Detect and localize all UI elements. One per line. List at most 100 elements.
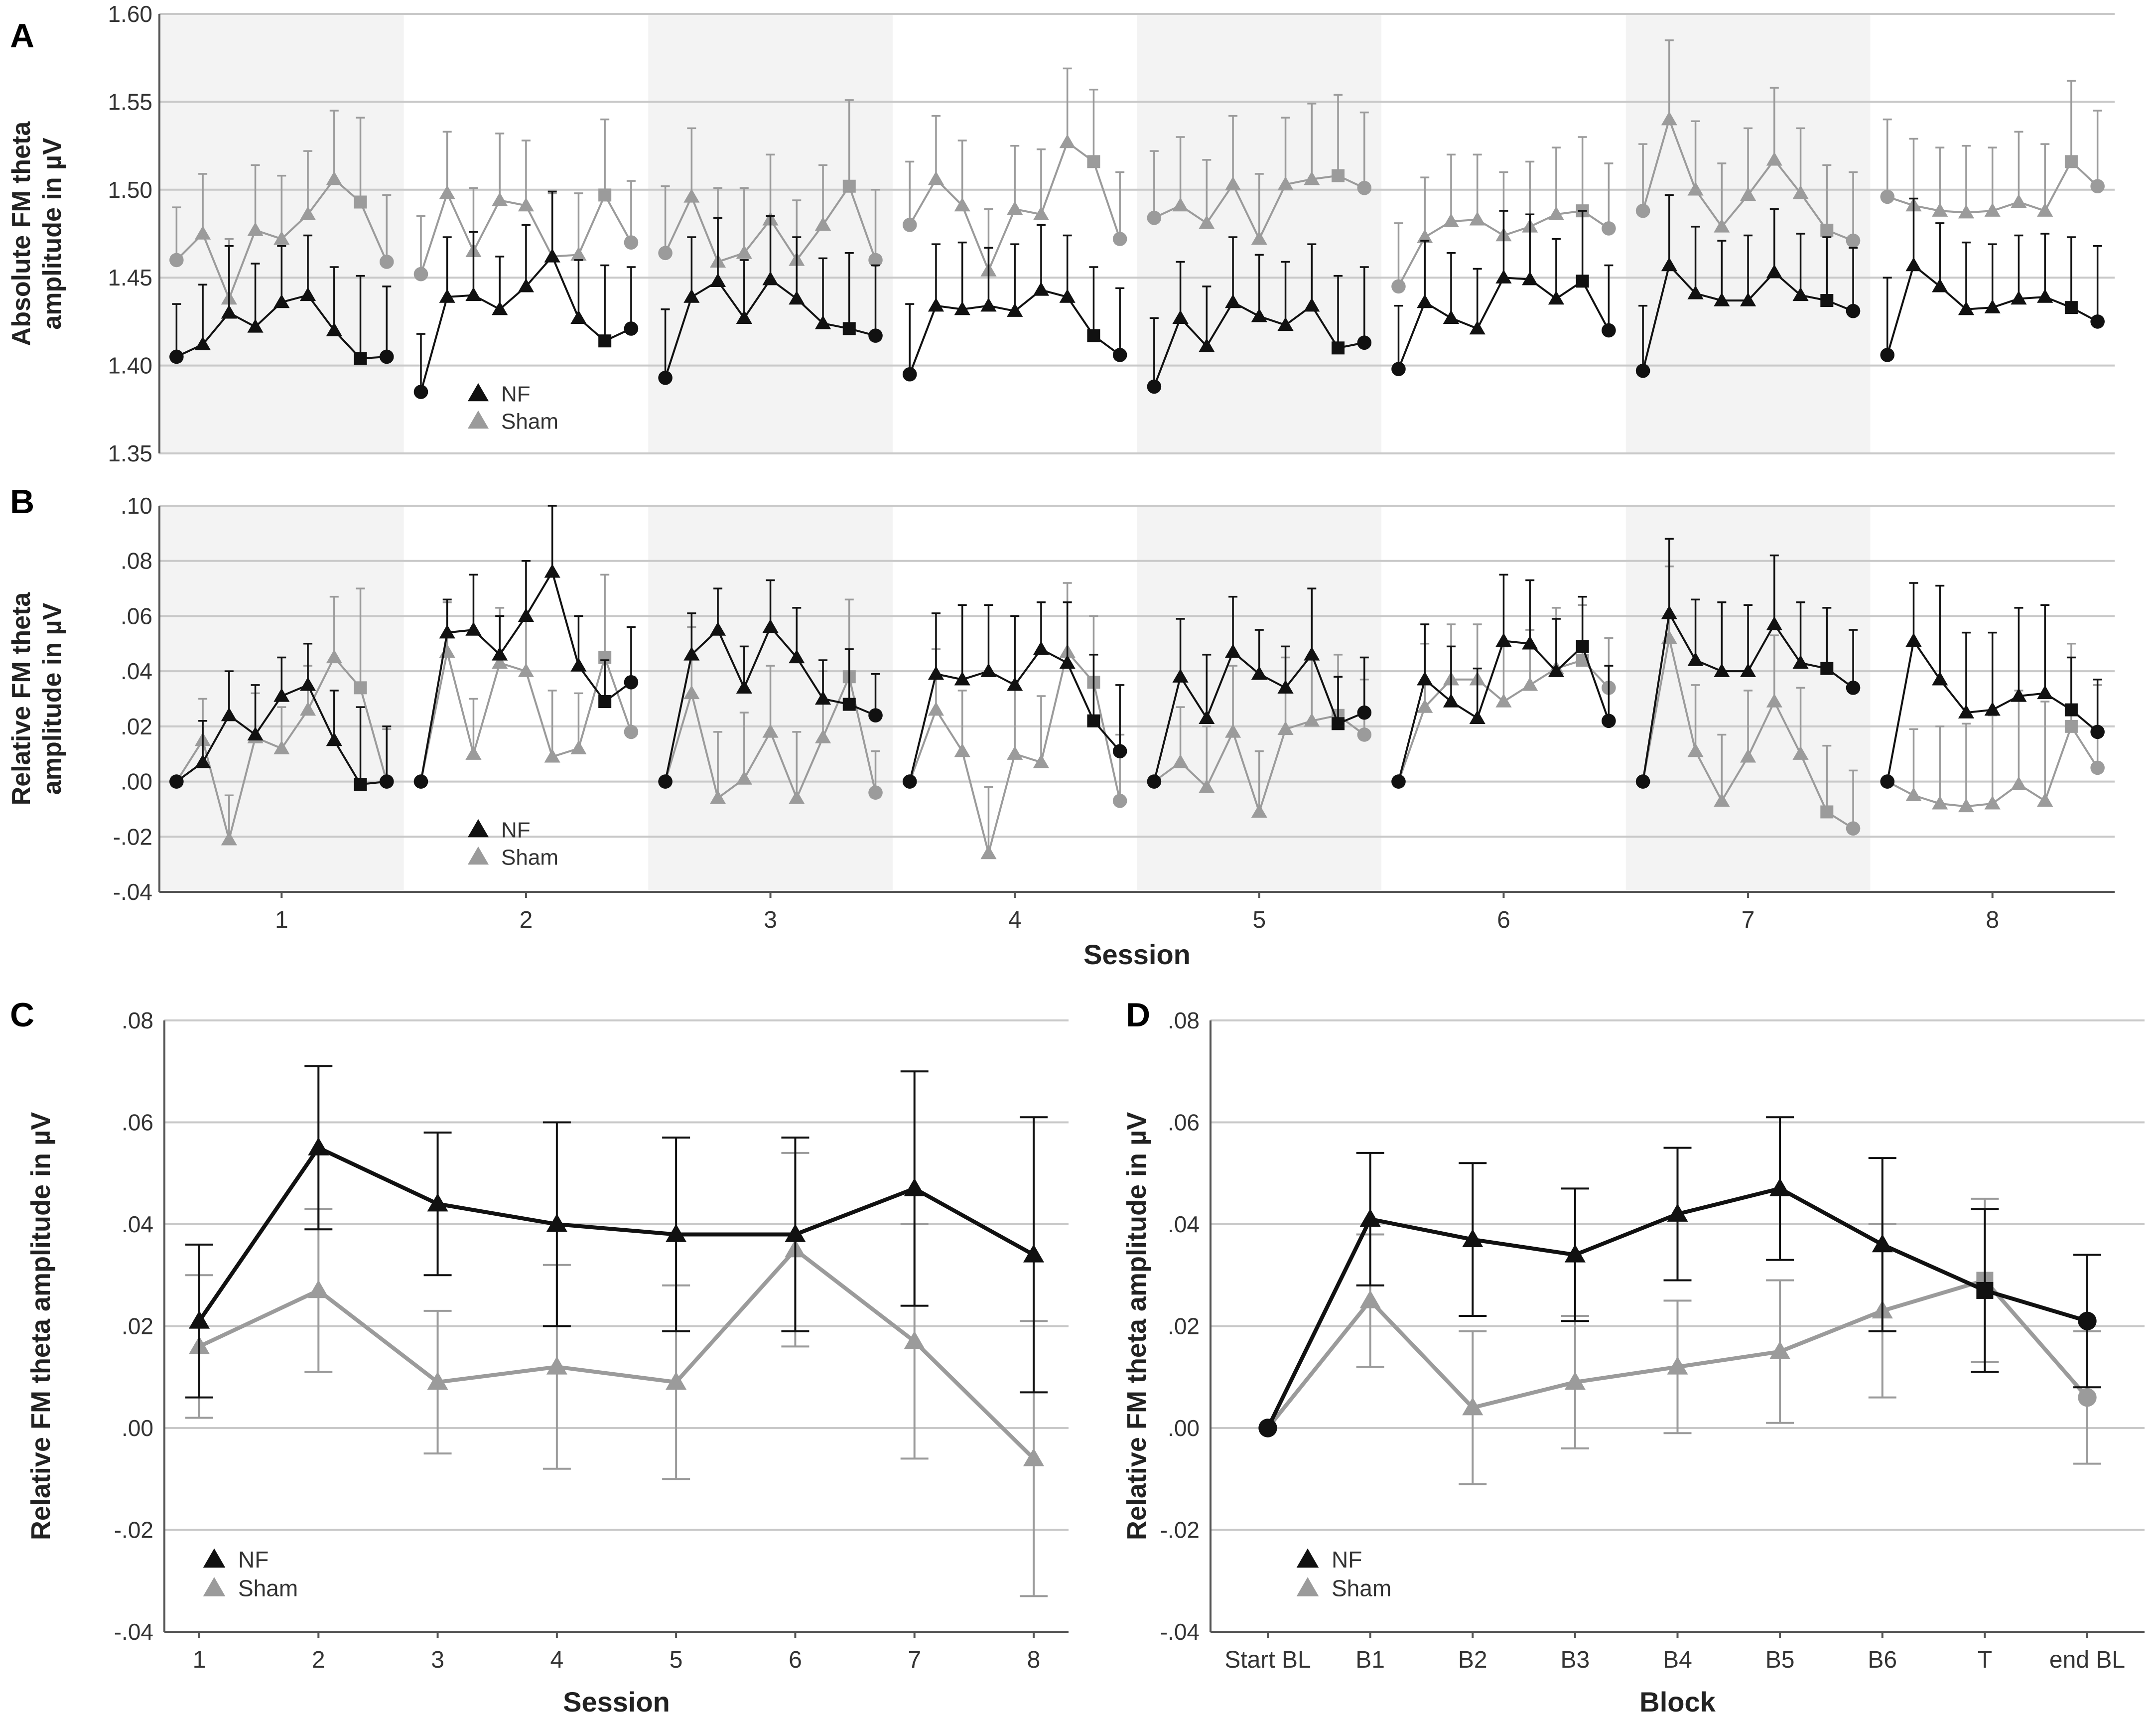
sham-data-point — [1932, 795, 1948, 810]
nf-error-bar — [1115, 287, 1125, 355]
sham-data-point — [1304, 713, 1320, 727]
legend-nf-marker — [1296, 1548, 1319, 1568]
nf-data-point — [221, 304, 237, 319]
sham-error-bar — [1010, 144, 1020, 209]
sham-data-point — [842, 179, 856, 193]
y-tick-label: -.04 — [114, 1619, 153, 1645]
nf-data-point — [904, 1178, 925, 1196]
nf-data-point — [1059, 288, 1076, 303]
nf-data-point — [273, 688, 290, 702]
sham-data-point — [666, 1371, 687, 1390]
nf-data-point — [980, 663, 997, 677]
sham-data-point — [868, 785, 883, 800]
sham-data-point — [1932, 203, 1948, 217]
sham-data-point — [1462, 1397, 1483, 1416]
legend-nf-label: NF — [501, 382, 531, 406]
panel-letter-c: C — [10, 996, 34, 1034]
nf-data-point — [1462, 1229, 1483, 1247]
nf-data-point — [299, 287, 316, 301]
sham-data-point — [1958, 204, 1975, 219]
nf-error-bar — [1499, 210, 1508, 278]
sham-data-point — [1766, 693, 1782, 708]
nf-error-bar — [1089, 266, 1098, 336]
nf-data-point — [1172, 310, 1189, 324]
sham-data-point — [1635, 203, 1650, 218]
y-tick-label: 1.50 — [108, 177, 152, 203]
sham-data-point — [1740, 748, 1756, 763]
sham-data-point — [1443, 213, 1460, 228]
nf-error-bar — [1010, 243, 1020, 311]
sham-data-point — [1172, 197, 1189, 212]
sham-error-bar — [984, 786, 993, 854]
panel-b: -.04 -.02 .00 .02 .04 .06 .08 .10 1 2 3 4 5 6 7 8 Sessio… — [7, 493, 2115, 970]
sham-data-point — [1417, 229, 1433, 243]
legend-nf-label: NF — [238, 1547, 269, 1573]
sham-data-point — [762, 723, 779, 738]
y-tick-label: .08 — [121, 548, 152, 574]
nf-error-bar — [1307, 587, 1317, 655]
nf-data-point — [2011, 290, 2027, 305]
nf-data-point — [1687, 652, 1704, 666]
nf-error-bar — [356, 275, 365, 359]
sham-data-point — [1984, 795, 2001, 810]
nf-data-point — [1602, 714, 1616, 728]
nf-error-bar — [1769, 554, 1779, 625]
nf-data-point — [518, 608, 535, 622]
nf-data-point — [465, 621, 482, 636]
nf-error-bar — [547, 505, 557, 572]
nf-error-bar — [1063, 234, 1072, 297]
sham-error-bar — [739, 187, 749, 253]
sham-data-point — [379, 255, 394, 269]
sham-error-bar — [1254, 750, 1264, 812]
session-shading — [1137, 506, 1382, 892]
nf-error-bar — [1334, 676, 1343, 724]
nf-data-point — [1172, 669, 1189, 683]
nf-data-point — [1820, 662, 1834, 675]
sham-data-point — [683, 188, 700, 203]
sham-error-bar — [1394, 222, 1403, 286]
nf-data-point — [736, 680, 752, 694]
nf-data-point — [709, 621, 726, 636]
nf-data-point — [1495, 633, 1512, 647]
nf-data-point — [379, 774, 394, 789]
sham-error-bar — [1691, 120, 1700, 190]
nf-data-point — [954, 301, 970, 315]
sham-data-point — [1792, 746, 1809, 760]
nf-data-point — [902, 367, 917, 382]
nf-error-bar — [931, 612, 941, 674]
sham-error-bar — [1202, 159, 1212, 223]
nf-error-bar — [521, 224, 531, 286]
nf-error-bar — [1228, 236, 1238, 302]
nf-error-bar — [2040, 233, 2050, 297]
nf-data-point — [354, 778, 367, 791]
nf-error-bar — [1281, 261, 1290, 325]
nf-data-point — [1023, 1244, 1045, 1263]
sham-data-point — [624, 235, 639, 250]
nf-error-bar — [2014, 234, 2023, 299]
y-tick-label: .00 — [121, 769, 152, 795]
sham-data-point — [2037, 203, 2053, 217]
y-tick-label: 1.60 — [108, 1, 152, 27]
sham-data-point — [2090, 760, 2105, 775]
nf-data-point — [299, 677, 316, 691]
nf-error-bar — [1849, 247, 1858, 311]
sham-data-point — [1792, 185, 1809, 199]
nf-error-bar — [1744, 604, 1753, 672]
nf-data-point — [1846, 681, 1861, 695]
sham-data-point — [2064, 155, 2078, 168]
nf-data-point — [1769, 1178, 1791, 1196]
sham-data-point — [980, 845, 997, 860]
legend-nf-marker — [467, 383, 489, 402]
nf-data-point — [1277, 680, 1294, 694]
nf-data-point — [169, 349, 184, 364]
y-tick-label: -.04 — [1160, 1619, 1200, 1645]
sham-data-point — [928, 171, 944, 185]
sham-error-bar — [521, 140, 531, 206]
sham-error-bar — [1176, 706, 1185, 762]
nf-data-point — [1905, 633, 1922, 647]
x-tick-label: 8 — [1986, 907, 1999, 933]
nf-data-point — [1332, 341, 1345, 355]
y-tick-label: .08 — [1168, 1007, 1200, 1033]
sham-data-point — [1740, 187, 1756, 201]
nf-error-bar — [1228, 595, 1238, 652]
